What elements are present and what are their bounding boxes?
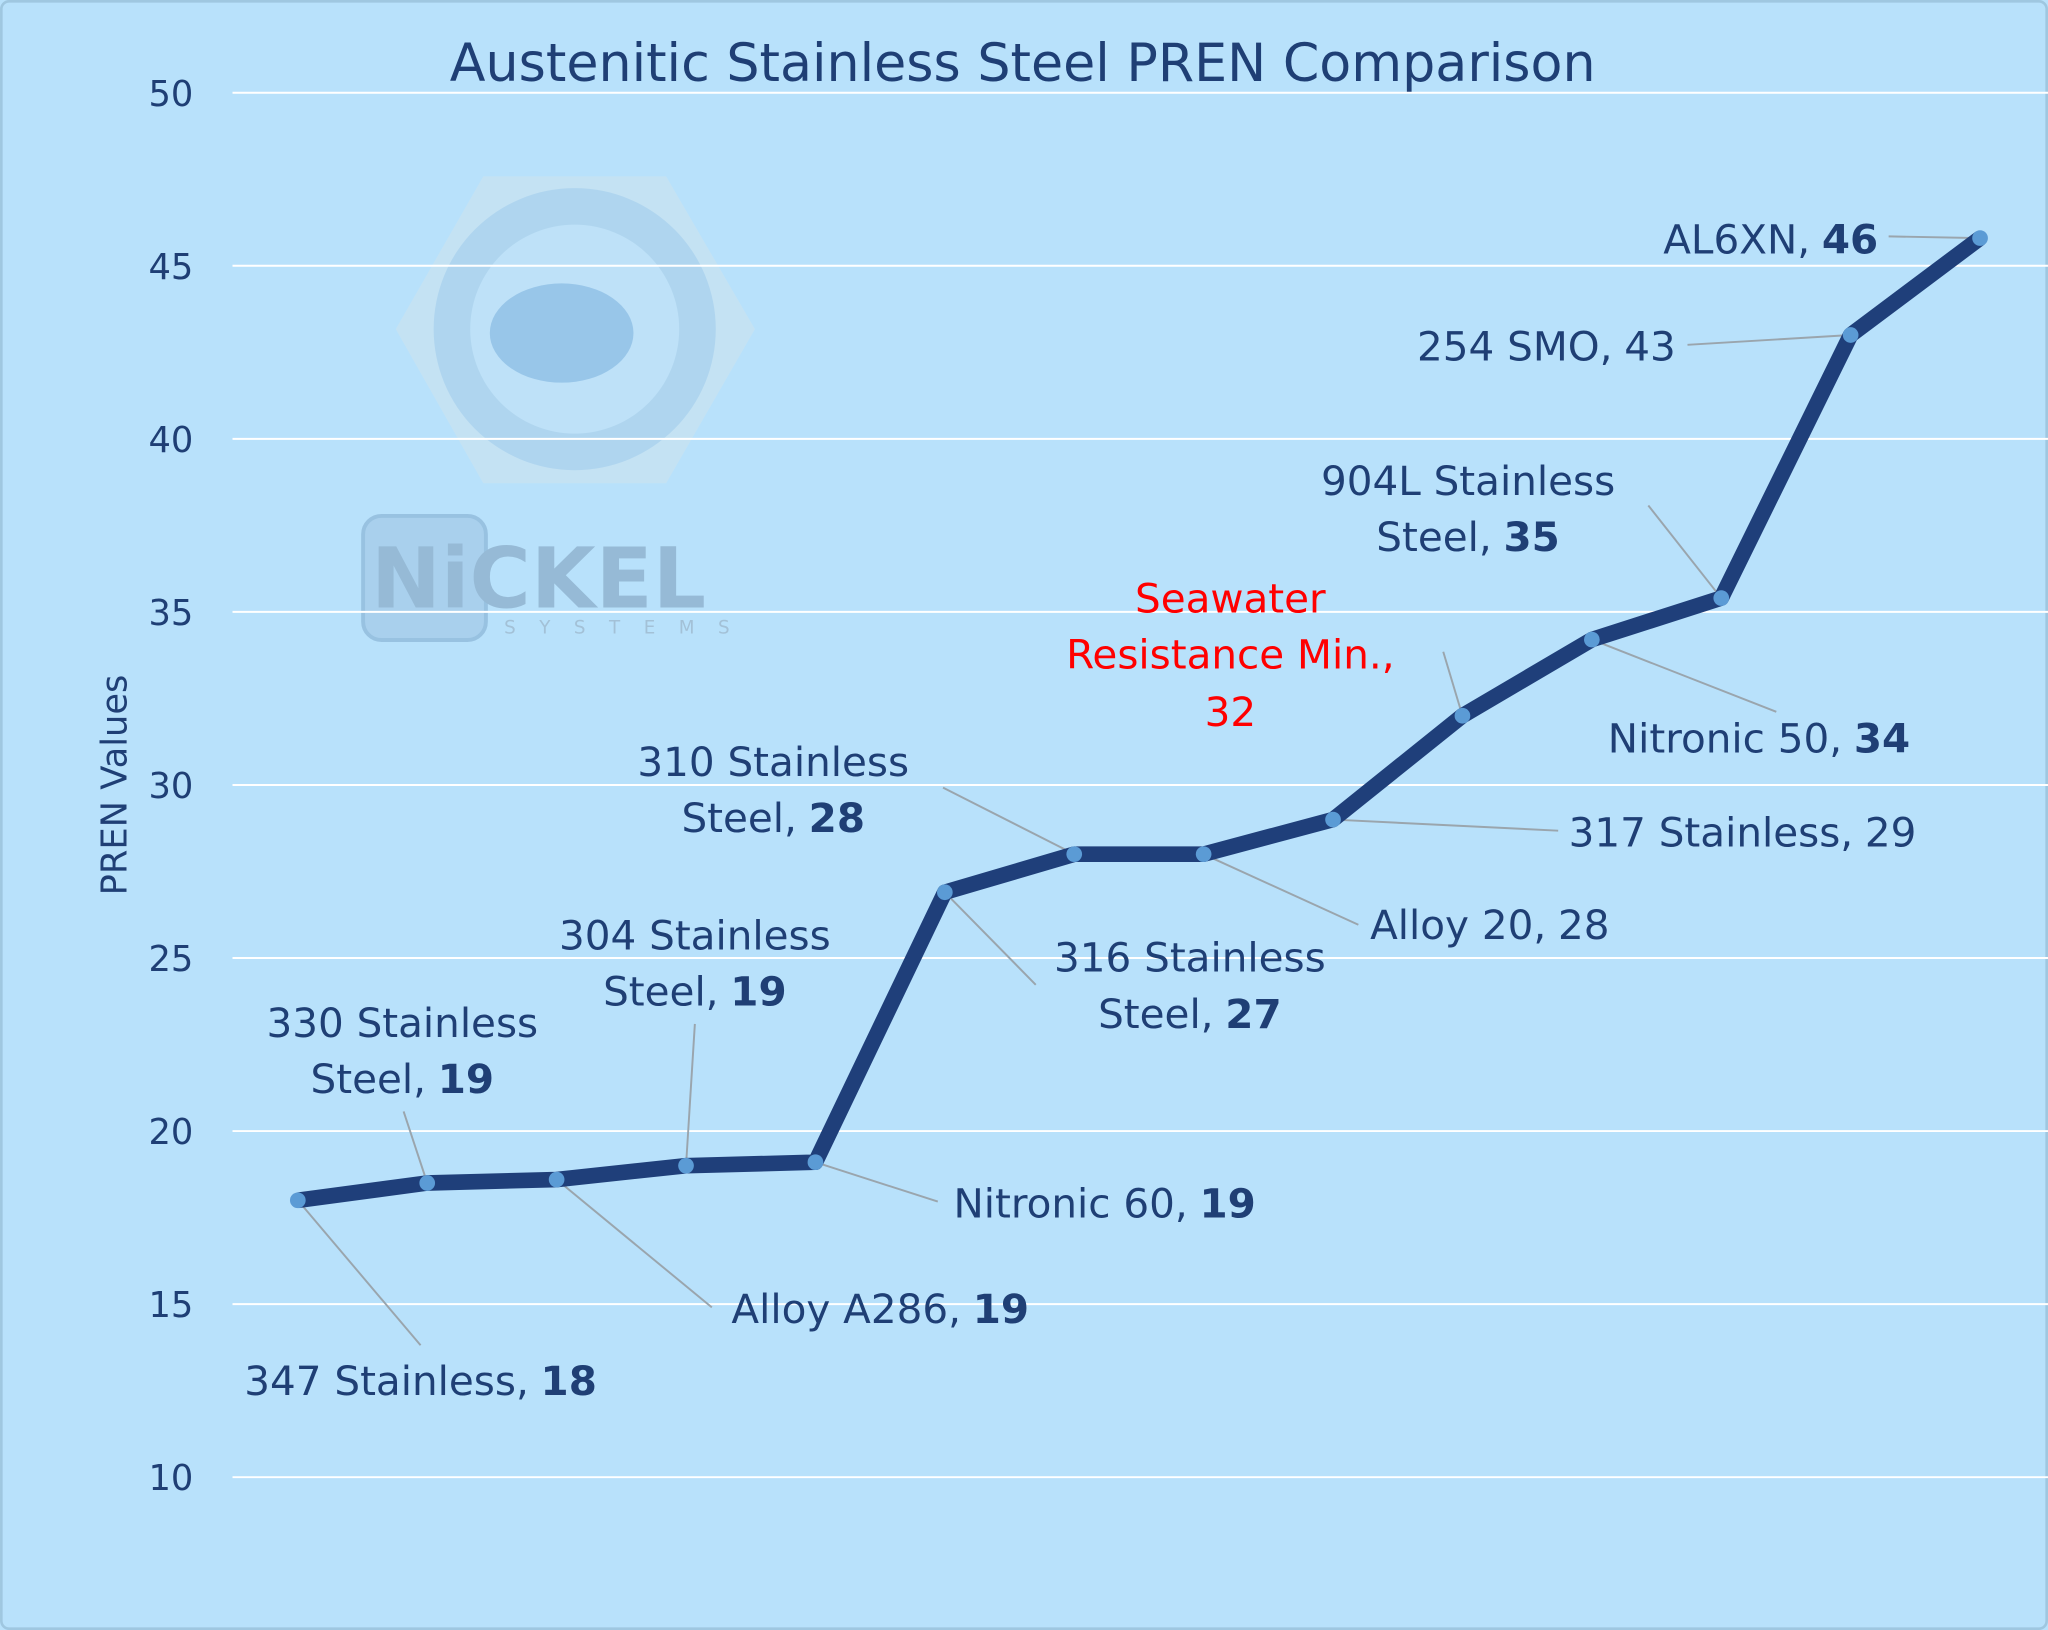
data-label-name: Nitronic 60, <box>953 1179 1187 1227</box>
data-label: 304 Stainless Steel, 19 <box>559 912 831 1016</box>
data-label-value: 35 <box>1504 513 1560 561</box>
data-label: AL6XN, 46 <box>1663 215 1878 263</box>
leader-line <box>1203 853 1359 926</box>
data-label-name: Resistance Min., <box>1066 631 1394 679</box>
data-label-value: 19 <box>438 1055 494 1103</box>
data-label-value: 46 <box>1822 215 1878 263</box>
y-tick-label: 25 <box>148 939 193 980</box>
leader-line <box>1647 504 1723 599</box>
data-label: Nitronic 50, 34 <box>1608 714 1910 762</box>
leader-line <box>1687 334 1851 346</box>
data-label-name: Seawater <box>1135 575 1326 623</box>
data-label-name: Steel, <box>311 1055 426 1103</box>
data-label: Alloy A286, 19 <box>731 1285 1029 1333</box>
data-label-name: Steel, <box>681 794 796 842</box>
data-label-value: 28 <box>809 794 865 842</box>
y-tick-label: 45 <box>148 247 193 288</box>
data-label: Alloy 20, 28 <box>1370 901 1609 949</box>
watermark-sub: SYSTEMS <box>504 617 753 638</box>
data-point <box>1972 230 1988 246</box>
data-label-name: Alloy A286, <box>731 1285 961 1333</box>
data-point <box>807 1154 824 1171</box>
data-point <box>1842 327 1859 343</box>
leader-line <box>942 786 1075 856</box>
data-label-name: Steel, <box>1376 513 1491 561</box>
data-label-value: 18 <box>541 1357 597 1405</box>
chart-title: Austenitic Stainless Steel PREN Comparis… <box>450 34 1596 94</box>
data-label-value: 27 <box>1225 990 1281 1038</box>
leader-line <box>815 1161 939 1203</box>
watermark-box <box>361 513 488 642</box>
leader-line <box>1442 651 1464 717</box>
y-tick-label: 10 <box>148 1458 193 1499</box>
data-label: Seawater Resistance Min., 32 <box>1066 575 1394 737</box>
leader-line <box>555 1178 713 1309</box>
data-label-name: 304 Stainless <box>559 912 831 960</box>
data-label: 904L Stainless Steel, 35 <box>1321 457 1615 561</box>
leader-line <box>297 1199 422 1346</box>
leader-line <box>1332 818 1559 832</box>
data-point <box>1454 707 1471 724</box>
y-tick-label: 20 <box>148 1112 193 1153</box>
leader-line <box>685 1023 696 1166</box>
data-point <box>548 1171 565 1188</box>
data-label-value: 28 <box>1558 901 1610 949</box>
data-point <box>1066 846 1083 863</box>
data-label: 254 SMO, 43 <box>1417 322 1676 370</box>
data-label-name: 347 Stainless, <box>244 1357 529 1405</box>
data-label-value: 19 <box>730 968 786 1016</box>
data-label-name: AL6XN, <box>1663 215 1810 263</box>
y-tick-label: 40 <box>148 420 193 461</box>
leader-line <box>402 1111 429 1184</box>
data-label-value: 19 <box>973 1285 1029 1333</box>
leader-line <box>944 891 1037 986</box>
data-label: 330 Stainless Steel, 19 <box>266 999 538 1103</box>
y-axis-title: PREN Values <box>95 675 136 896</box>
y-tick-label: 15 <box>148 1285 193 1326</box>
data-point <box>1195 846 1212 863</box>
data-point <box>1713 590 1730 606</box>
series-line <box>296 231 1985 1209</box>
data-label: 317 Stainless, 29 <box>1569 808 1917 856</box>
y-tick-label: 50 <box>148 74 193 115</box>
data-label-name: 317 Stainless, <box>1569 808 1854 856</box>
data-label: Nitronic 60, 19 <box>953 1179 1255 1227</box>
data-label-name: 310 Stainless <box>637 738 909 786</box>
data-label-name: Steel, <box>1098 990 1213 1038</box>
watermark-bull <box>489 283 634 383</box>
data-point <box>419 1175 436 1191</box>
data-label-value: 29 <box>1865 808 1917 856</box>
data-label-value: 43 <box>1624 322 1676 370</box>
data-label-name: Nitronic 50, <box>1608 714 1842 762</box>
data-point <box>936 884 953 901</box>
y-tick-label: 35 <box>148 593 193 634</box>
data-label-name: 254 SMO, <box>1417 322 1612 370</box>
data-label-name: Steel, <box>603 968 718 1016</box>
leader-line <box>1591 638 1777 713</box>
data-point <box>1325 811 1341 828</box>
data-point <box>678 1157 694 1174</box>
data-label-name: 904L Stainless <box>1321 457 1615 505</box>
data-label-value: 34 <box>1854 714 1910 762</box>
leader-line <box>1888 235 1981 240</box>
data-label: 310 Stainless Steel, 28 <box>637 738 909 842</box>
y-tick-label: 30 <box>148 766 193 807</box>
data-point <box>1584 631 1600 648</box>
data-point <box>289 1192 306 1209</box>
data-label-value: 19 <box>1199 1179 1255 1227</box>
data-label-value: 32 <box>1205 688 1257 736</box>
data-label-name: 316 Stainless <box>1054 934 1326 982</box>
data-label: 347 Stainless, 18 <box>244 1357 597 1405</box>
data-label: 316 Stainless Steel, 27 <box>1054 934 1326 1038</box>
data-label-name: Alloy 20, <box>1370 901 1546 949</box>
data-label-name: 330 Stainless <box>266 999 538 1047</box>
